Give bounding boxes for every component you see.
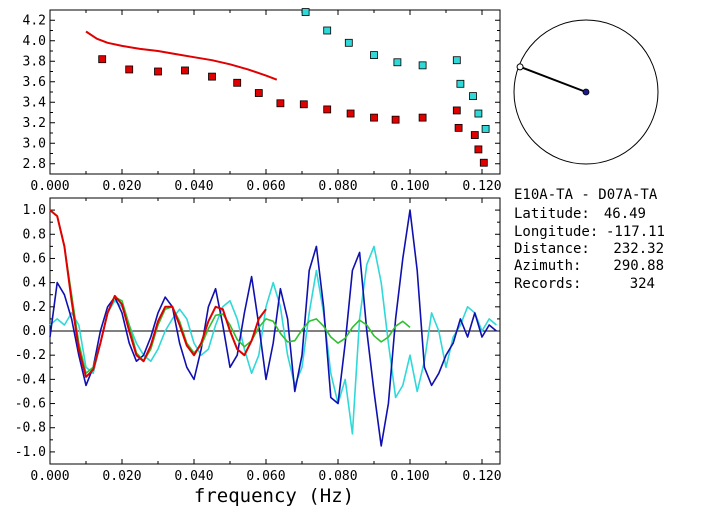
red-data-point: [346, 109, 355, 118]
cyan-data-point: [418, 61, 427, 70]
y-tick-label: -0.6: [15, 397, 46, 412]
azimuth-line: [519, 65, 587, 93]
red-data-point: [254, 89, 263, 97]
y-tick-label: 3.2: [23, 116, 46, 131]
x-axis-title: frequency (Hz): [194, 485, 354, 507]
latitude-value: 46.49: [604, 206, 646, 222]
red-data-point: [452, 106, 461, 115]
green-series-line: [49, 209, 411, 375]
longitude-value: -117.11: [606, 224, 665, 240]
cyan-data-point: [370, 51, 378, 59]
records-label: Records:: [514, 276, 581, 292]
y-tick-label: -0.8: [15, 421, 46, 436]
y-tick-label: 1.0: [23, 203, 46, 218]
red-data-point: [418, 113, 427, 122]
cyan-data-point: [456, 79, 465, 88]
x-tick-label: 0.040: [174, 469, 213, 484]
red-series-line: [85, 30, 278, 81]
red-data-point: [233, 78, 242, 87]
azimuth-compass: [513, 19, 659, 165]
red-data-point: [276, 99, 285, 108]
y-tick-label: 3.8: [23, 54, 46, 69]
longitude-label: Longitude:: [514, 224, 598, 240]
y-tick-label: 3.4: [23, 95, 47, 110]
red-data-point: [299, 100, 308, 109]
x-tick-label: 0.020: [102, 179, 141, 194]
y-tick-label: -1.0: [15, 445, 46, 460]
y-tick-label: 2.8: [23, 157, 46, 172]
latitude-label: Latitude:: [514, 206, 590, 222]
red-data-point: [470, 131, 479, 139]
x-tick-label: 0.040: [174, 179, 213, 194]
y-tick-label: 0.6: [23, 251, 46, 266]
y-tick-label: -0.4: [15, 372, 46, 387]
x-tick-label: 0.000: [30, 469, 69, 484]
station-pair: E10A-TA - D07A-TA: [514, 187, 658, 203]
red-data-point: [208, 72, 216, 81]
cyan-data-point: [452, 56, 461, 65]
cyan-data-point: [323, 26, 332, 35]
y-tick-label: -0.2: [15, 348, 46, 363]
red-data-point: [454, 123, 463, 132]
center-station-marker: [582, 88, 590, 96]
x-tick-label: 0.000: [30, 179, 69, 194]
x-tick-label: 0.060: [246, 179, 285, 194]
y-tick-label: 0.8: [23, 227, 46, 242]
y-tick-label: 0.0: [23, 324, 46, 339]
red-series-line: [49, 209, 267, 378]
y-tick-label: 4.0: [23, 34, 46, 49]
red-data-point: [479, 158, 488, 167]
cyan-data-point: [481, 125, 490, 133]
distance-value: 232.32: [613, 241, 664, 257]
plot-frame: [49, 9, 501, 175]
cyan-data-point: [301, 8, 310, 16]
cyan-data-point: [393, 58, 402, 67]
x-tick-label: 0.020: [102, 469, 141, 484]
cyan-data-point: [474, 109, 483, 118]
azimuth-label: Azimuth:: [514, 258, 581, 274]
red-data-point: [154, 67, 162, 76]
blue-series-line: [49, 209, 497, 447]
x-tick-label: 0.060: [246, 469, 285, 484]
red-data-point: [370, 113, 378, 122]
y-tick-label: 3.6: [23, 75, 46, 90]
y-tick-label: 0.4: [23, 276, 47, 291]
y-tick-label: 3.0: [23, 136, 46, 151]
station-info-panel: E10A-TA - D07A-TA Latitude: 46.49 Longit…: [514, 187, 665, 292]
records-value: 324: [630, 276, 655, 292]
azimuth-value: 290.88: [613, 258, 664, 274]
y-tick-label: 0.2: [23, 300, 46, 315]
red-data-point: [323, 105, 332, 114]
red-data-point: [391, 115, 400, 124]
red-data-point: [474, 145, 483, 154]
red-data-point: [181, 66, 189, 75]
cyan-data-point: [469, 92, 477, 100]
red-data-point: [125, 65, 134, 74]
x-tick-label: 0.100: [390, 179, 429, 194]
x-tick-label: 0.080: [318, 179, 357, 194]
x-tick-label: 0.120: [462, 469, 501, 484]
velocity-dispersion-plot: 0.000 0.020 0.040 0.060 0.080 0.100 0.120 2.8 3.…: [23, 8, 502, 194]
distance-label: Distance:: [514, 241, 590, 257]
x-tick-label: 0.120: [462, 179, 501, 194]
compass-circle: [513, 19, 659, 165]
x-tick-label: 0.100: [390, 469, 429, 484]
correlation-spectrum-plot: 0.000 0.020 0.040 0.060 0.080 0.100 0.120 -1.0 -…: [15, 197, 502, 484]
y-tick-label: 4.2: [23, 13, 46, 28]
red-data-point: [98, 55, 107, 64]
remote-station-marker: [516, 63, 524, 71]
cyan-data-point: [344, 38, 353, 47]
x-tick-label: 0.080: [318, 469, 357, 484]
